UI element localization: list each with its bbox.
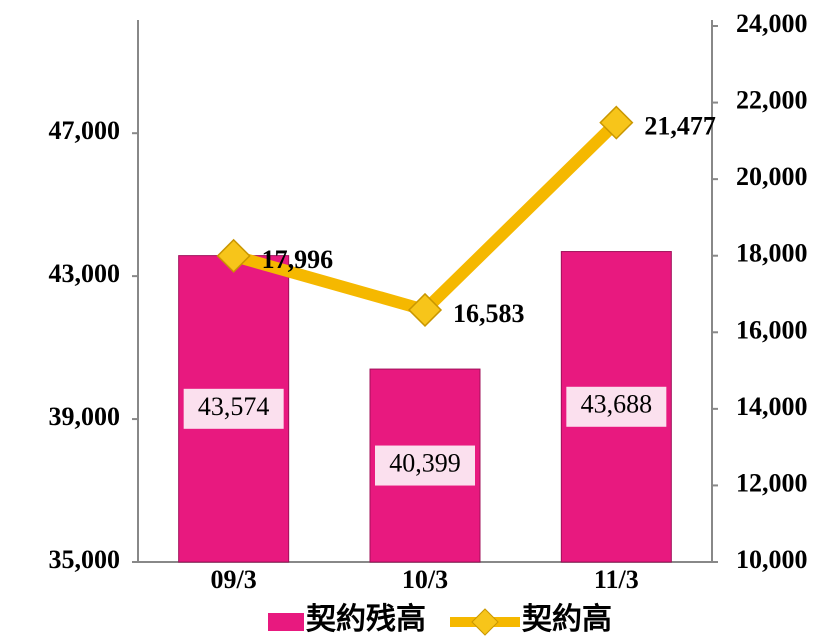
- x-tick-label: 10/3: [402, 565, 448, 594]
- legend-swatch: [268, 613, 304, 631]
- marker: [216, 238, 251, 273]
- value-label: 40,399: [389, 449, 461, 478]
- value-label: 16,583: [453, 299, 525, 328]
- y2-tick-label: 20,000: [736, 162, 808, 191]
- y2-tick-label: 16,000: [736, 315, 808, 344]
- y-tick-label: 47,000: [49, 116, 121, 145]
- y-tick-label: 43,000: [49, 259, 121, 288]
- marker: [599, 105, 634, 140]
- legend-label: 契約残高: [306, 603, 426, 636]
- value-label: 21,477: [644, 112, 716, 141]
- y2-tick-label: 24,000: [736, 9, 808, 38]
- y2-tick-label: 12,000: [736, 468, 808, 497]
- x-tick-label: 11/3: [594, 565, 639, 594]
- value-label: 43,574: [198, 392, 270, 421]
- y2-tick-label: 10,000: [736, 545, 808, 574]
- y-tick-label: 35,000: [49, 545, 121, 574]
- y2-tick-label: 18,000: [736, 239, 808, 268]
- value-label: 17,996: [262, 245, 334, 274]
- value-label-box: [183, 388, 284, 429]
- x-tick-label: 09/3: [211, 565, 257, 594]
- y2-tick-label: 22,000: [736, 86, 808, 115]
- value-label-box: [566, 386, 667, 427]
- value-label: 43,688: [581, 390, 653, 419]
- y2-tick-label: 14,000: [736, 392, 808, 421]
- legend-marker: [471, 608, 499, 636]
- legend-label: 契約高: [522, 603, 612, 636]
- marker: [407, 292, 443, 328]
- y-tick-label: 39,000: [49, 402, 121, 431]
- value-label-box: [375, 445, 475, 486]
- line: [232, 118, 621, 316]
